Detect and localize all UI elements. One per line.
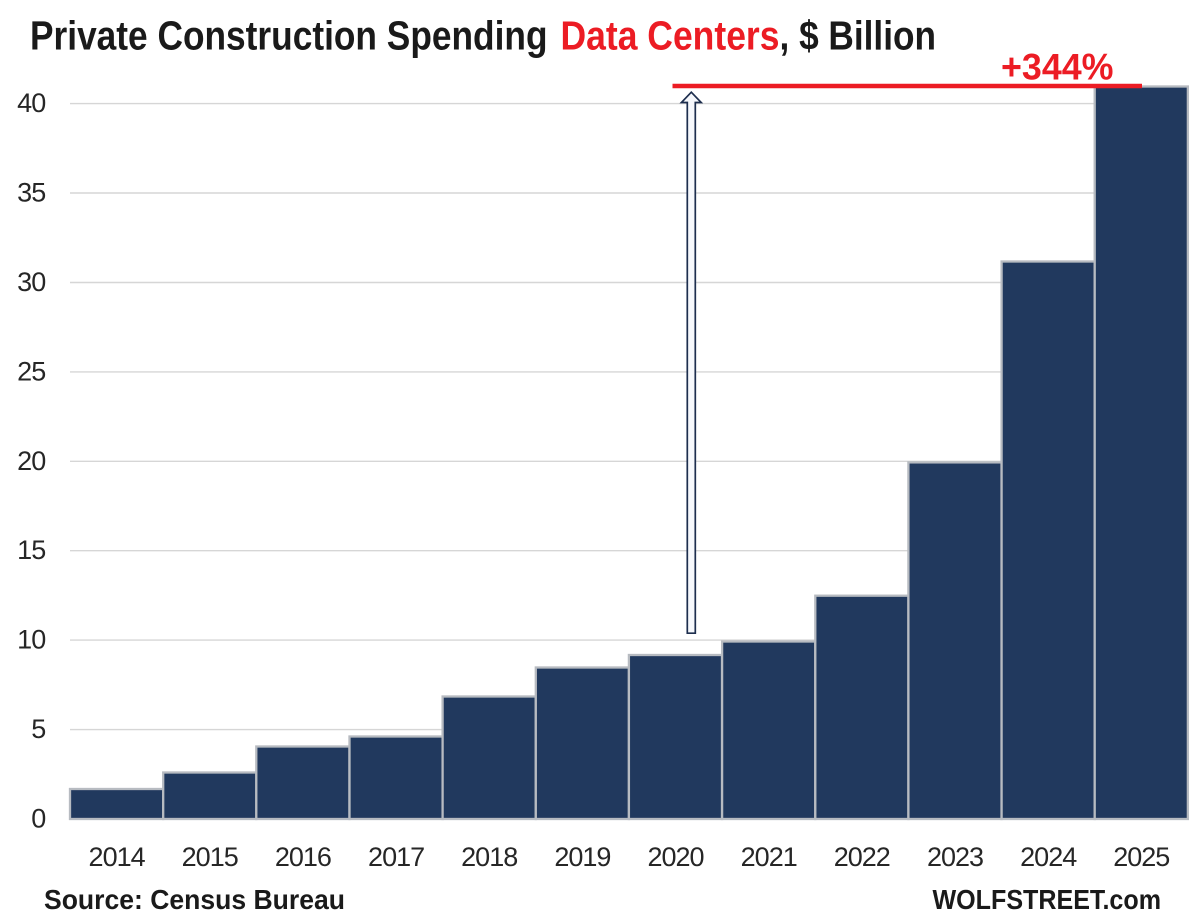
svg-text:2022: 2022: [834, 842, 890, 872]
svg-text:+344%: +344%: [1001, 47, 1114, 88]
svg-text:2018: 2018: [461, 842, 517, 872]
svg-text:Source: Census Bureau: Source: Census Bureau: [44, 884, 345, 915]
svg-text:15: 15: [17, 535, 45, 565]
svg-text:10: 10: [17, 625, 45, 655]
svg-text:25: 25: [17, 356, 45, 386]
svg-text:30: 30: [17, 267, 45, 297]
svg-text:2025: 2025: [1113, 842, 1169, 872]
svg-text:5: 5: [31, 714, 45, 744]
svg-text:Data Centers: Data Centers: [561, 13, 780, 59]
svg-text:Private Construction Spending: Private Construction Spending: [30, 13, 548, 59]
svg-text:2021: 2021: [741, 842, 797, 872]
svg-text:0: 0: [31, 804, 45, 834]
svg-text:2019: 2019: [554, 842, 610, 872]
svg-text:20: 20: [17, 446, 45, 476]
svg-text:2024: 2024: [1020, 842, 1077, 872]
svg-text:WOLFSTREET.com: WOLFSTREET.com: [933, 884, 1162, 915]
svg-text:2015: 2015: [182, 842, 238, 872]
svg-text:2016: 2016: [275, 842, 331, 872]
svg-text:35: 35: [17, 178, 45, 208]
svg-text:2020: 2020: [647, 842, 703, 872]
svg-text:40: 40: [17, 88, 45, 118]
svg-text:, $ Billion: , $ Billion: [780, 13, 937, 59]
svg-text:2023: 2023: [927, 842, 983, 872]
svg-text:2014: 2014: [89, 842, 146, 872]
svg-text:2017: 2017: [368, 842, 424, 872]
